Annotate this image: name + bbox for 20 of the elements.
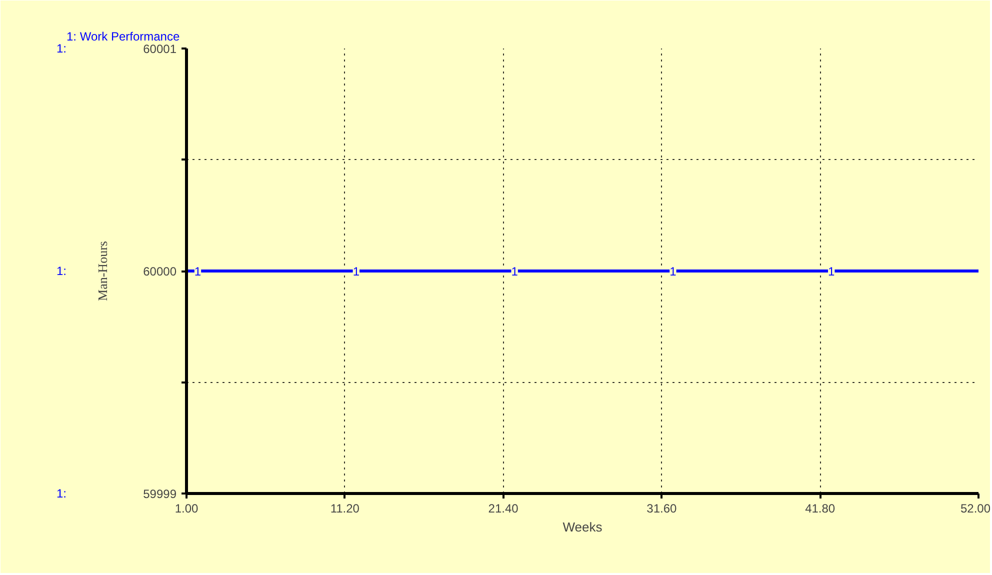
text: 1: (56, 42, 67, 56)
x-tick-label: 21.40 (488, 502, 519, 516)
x-axis-title: Weeks (562, 520, 603, 534)
text: 1 (511, 264, 518, 278)
y-tick-label: 59999 (143, 487, 177, 501)
text: 1 (828, 264, 835, 278)
y-tick-label: 60000 (143, 264, 177, 278)
x-tick-label: 31.60 (646, 502, 678, 516)
chart-title: 1: Work Performance (66, 30, 180, 44)
text: 1 (352, 264, 360, 278)
text: 1 (670, 264, 676, 278)
x-tick-label: 11.20 (330, 502, 360, 516)
text: 1: (56, 486, 67, 500)
x-tick-label: 1.00 (174, 502, 199, 516)
series-label: 1 (194, 264, 202, 278)
y-axis-title: Man-Hours (95, 241, 110, 301)
x-tick-label: 41.80 (805, 502, 836, 516)
y-tick-label: 60001 (143, 42, 177, 56)
x-tick-label: 52.00 (960, 502, 991, 516)
text: 1: (56, 264, 67, 278)
